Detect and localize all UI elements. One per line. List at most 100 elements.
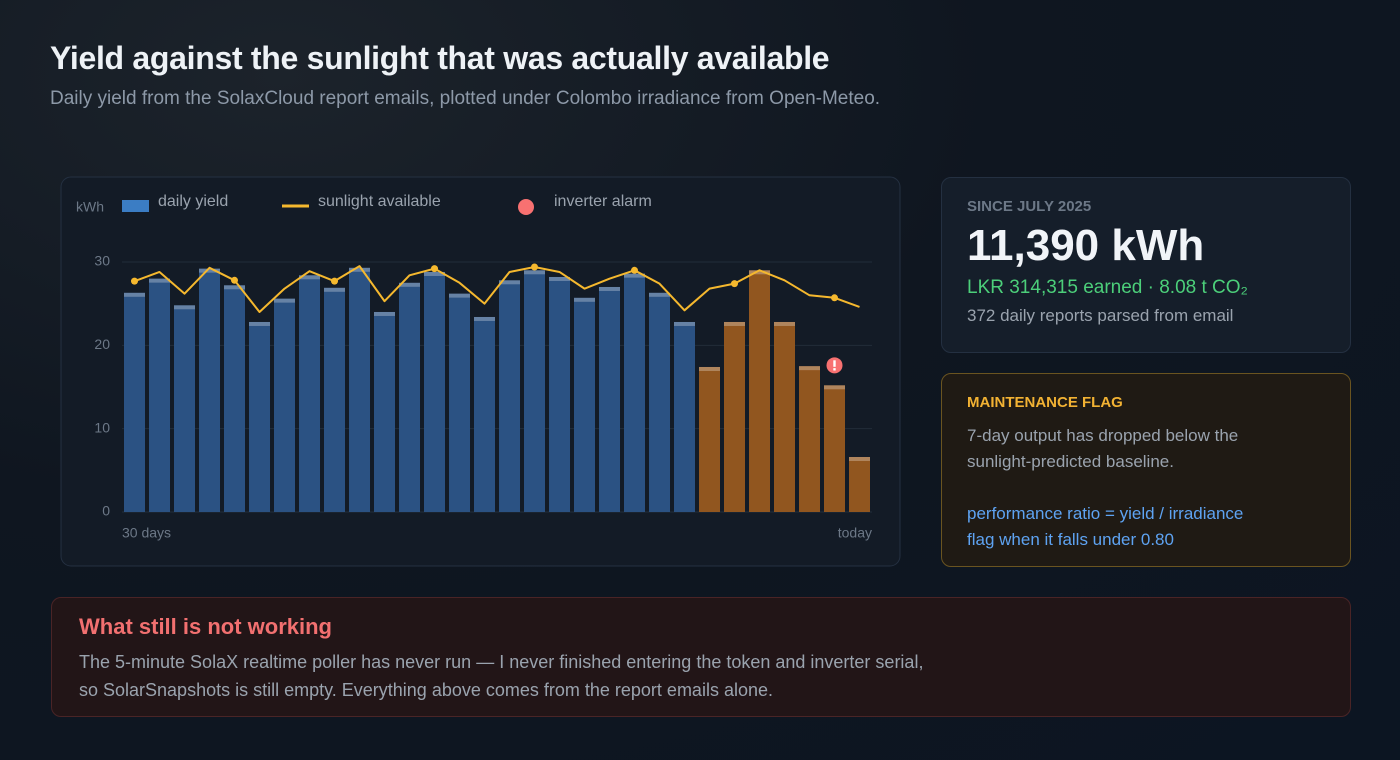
bar-cap: [574, 297, 595, 302]
bar-cap: [374, 311, 395, 316]
sunlight-dot: [331, 277, 338, 285]
bar: [774, 321, 795, 512]
bar: [124, 292, 145, 512]
alarm-glyph: [833, 360, 836, 367]
bar-cap: [849, 456, 870, 461]
bar-cap: [724, 321, 745, 326]
bar: [474, 316, 495, 512]
sunlight-line: [134, 265, 860, 313]
bar-cap: [774, 321, 795, 326]
maintenance-text: 7-day output has dropped below the sunli…: [967, 426, 1239, 471]
bar: [174, 305, 195, 512]
bar-cap: [549, 276, 570, 281]
bar: [424, 271, 445, 512]
bar: [149, 278, 170, 512]
issue-text: The 5-minute SolaX realtime poller has n…: [79, 652, 924, 700]
bar-cap: [224, 285, 245, 290]
chart: kWh 0 10 20 30 30 days today daily yield sunlig…: [60, 176, 901, 567]
bar-cap: [274, 298, 295, 303]
bar-cap: [699, 366, 720, 371]
legend-label: daily yield: [158, 193, 228, 210]
bar: [599, 286, 620, 512]
bar: [574, 297, 595, 512]
y-tick-label: 20: [94, 336, 110, 352]
bar-cap: [424, 271, 445, 276]
bar-cap: [149, 278, 170, 283]
bar: [274, 298, 295, 512]
summary-label: SINCE JULY 2025: [967, 198, 1092, 215]
bar-cap: [499, 280, 520, 285]
bar: [674, 321, 695, 512]
maintenance-title: MAINTENANCE FLAG: [967, 394, 1123, 411]
bar: [799, 366, 820, 512]
y-axis-label: kWh: [76, 199, 104, 215]
bar-cap: [749, 270, 770, 275]
sunlight-dot: [831, 294, 838, 302]
page-subtitle: Daily yield from the SolaxCloud report e…: [50, 88, 881, 109]
y-tick-label: 10: [94, 419, 110, 435]
bar-cap: [199, 268, 220, 273]
legend-label: sunlight available: [318, 193, 441, 210]
bar-cap: [474, 316, 495, 321]
bar-cap: [524, 270, 545, 275]
bar: [724, 321, 745, 512]
legend-swatch: [518, 199, 534, 215]
summary-total: 11,390 kWh: [967, 221, 1205, 270]
summary-earnings: LKR 314,315 earned · 8.08 t CO₂: [967, 277, 1248, 298]
formula: performance ratio = yield / irradiance: [967, 504, 1244, 523]
bar: [349, 267, 370, 512]
bar-cap: [174, 305, 195, 310]
bar-cap: [449, 293, 470, 298]
alarm-glyph: [833, 368, 836, 371]
issue-title: What still is not working: [79, 614, 332, 639]
bar-cap: [674, 321, 695, 326]
page-title: Yield against the sunlight that was actu…: [50, 40, 830, 76]
bar-cap: [399, 282, 420, 287]
sunlight-dot: [431, 265, 438, 273]
bar: [324, 287, 345, 512]
summary-card: SINCE JULY 2025 11,390 kWh LKR 314,315 e…: [941, 177, 1351, 353]
bar-cap: [624, 273, 645, 278]
bar: [649, 292, 670, 512]
bar-cap: [599, 286, 620, 291]
x-tick-label: today: [838, 525, 872, 541]
bar: [849, 456, 870, 512]
x-tick-label: 30 days: [122, 525, 171, 541]
bar-cap: [649, 292, 670, 297]
bar-cap: [799, 366, 820, 371]
sunlight-dot: [231, 276, 238, 284]
bar: [199, 268, 220, 512]
bar: [549, 276, 570, 512]
maintenance-card: MAINTENANCE FLAG 7-day output has droppe…: [941, 373, 1351, 567]
y-tick-label: 0: [102, 503, 110, 519]
bar: [249, 321, 270, 512]
bar: [374, 311, 395, 512]
bar: [624, 273, 645, 512]
bar: [749, 270, 770, 512]
sunlight-dot: [631, 266, 638, 274]
bar: [224, 285, 245, 512]
sunlight-dot: [131, 277, 138, 285]
bar-cap: [824, 385, 845, 390]
sunlight-dot: [531, 263, 538, 271]
bar-cap: [349, 267, 370, 272]
bar: [524, 270, 545, 512]
bar-cap: [299, 275, 320, 280]
bar: [824, 385, 845, 512]
bar: [449, 293, 470, 512]
y-tick-label: 30: [94, 253, 110, 269]
bar: [399, 282, 420, 512]
bar-cap: [324, 287, 345, 292]
bar: [299, 275, 320, 512]
bar-cap: [249, 321, 270, 326]
bar-cap: [124, 292, 145, 297]
legend-label: inverter alarm: [554, 193, 652, 210]
bar: [699, 366, 720, 512]
bar: [499, 280, 520, 512]
sunlight-dot: [731, 280, 738, 288]
legend-swatch: [122, 200, 149, 212]
issue-card: What still is not working The 5-minute S…: [51, 597, 1351, 717]
threshold: flag when it falls under 0.80: [967, 530, 1174, 549]
summary-reports: 372 daily reports parsed from email: [967, 306, 1234, 325]
